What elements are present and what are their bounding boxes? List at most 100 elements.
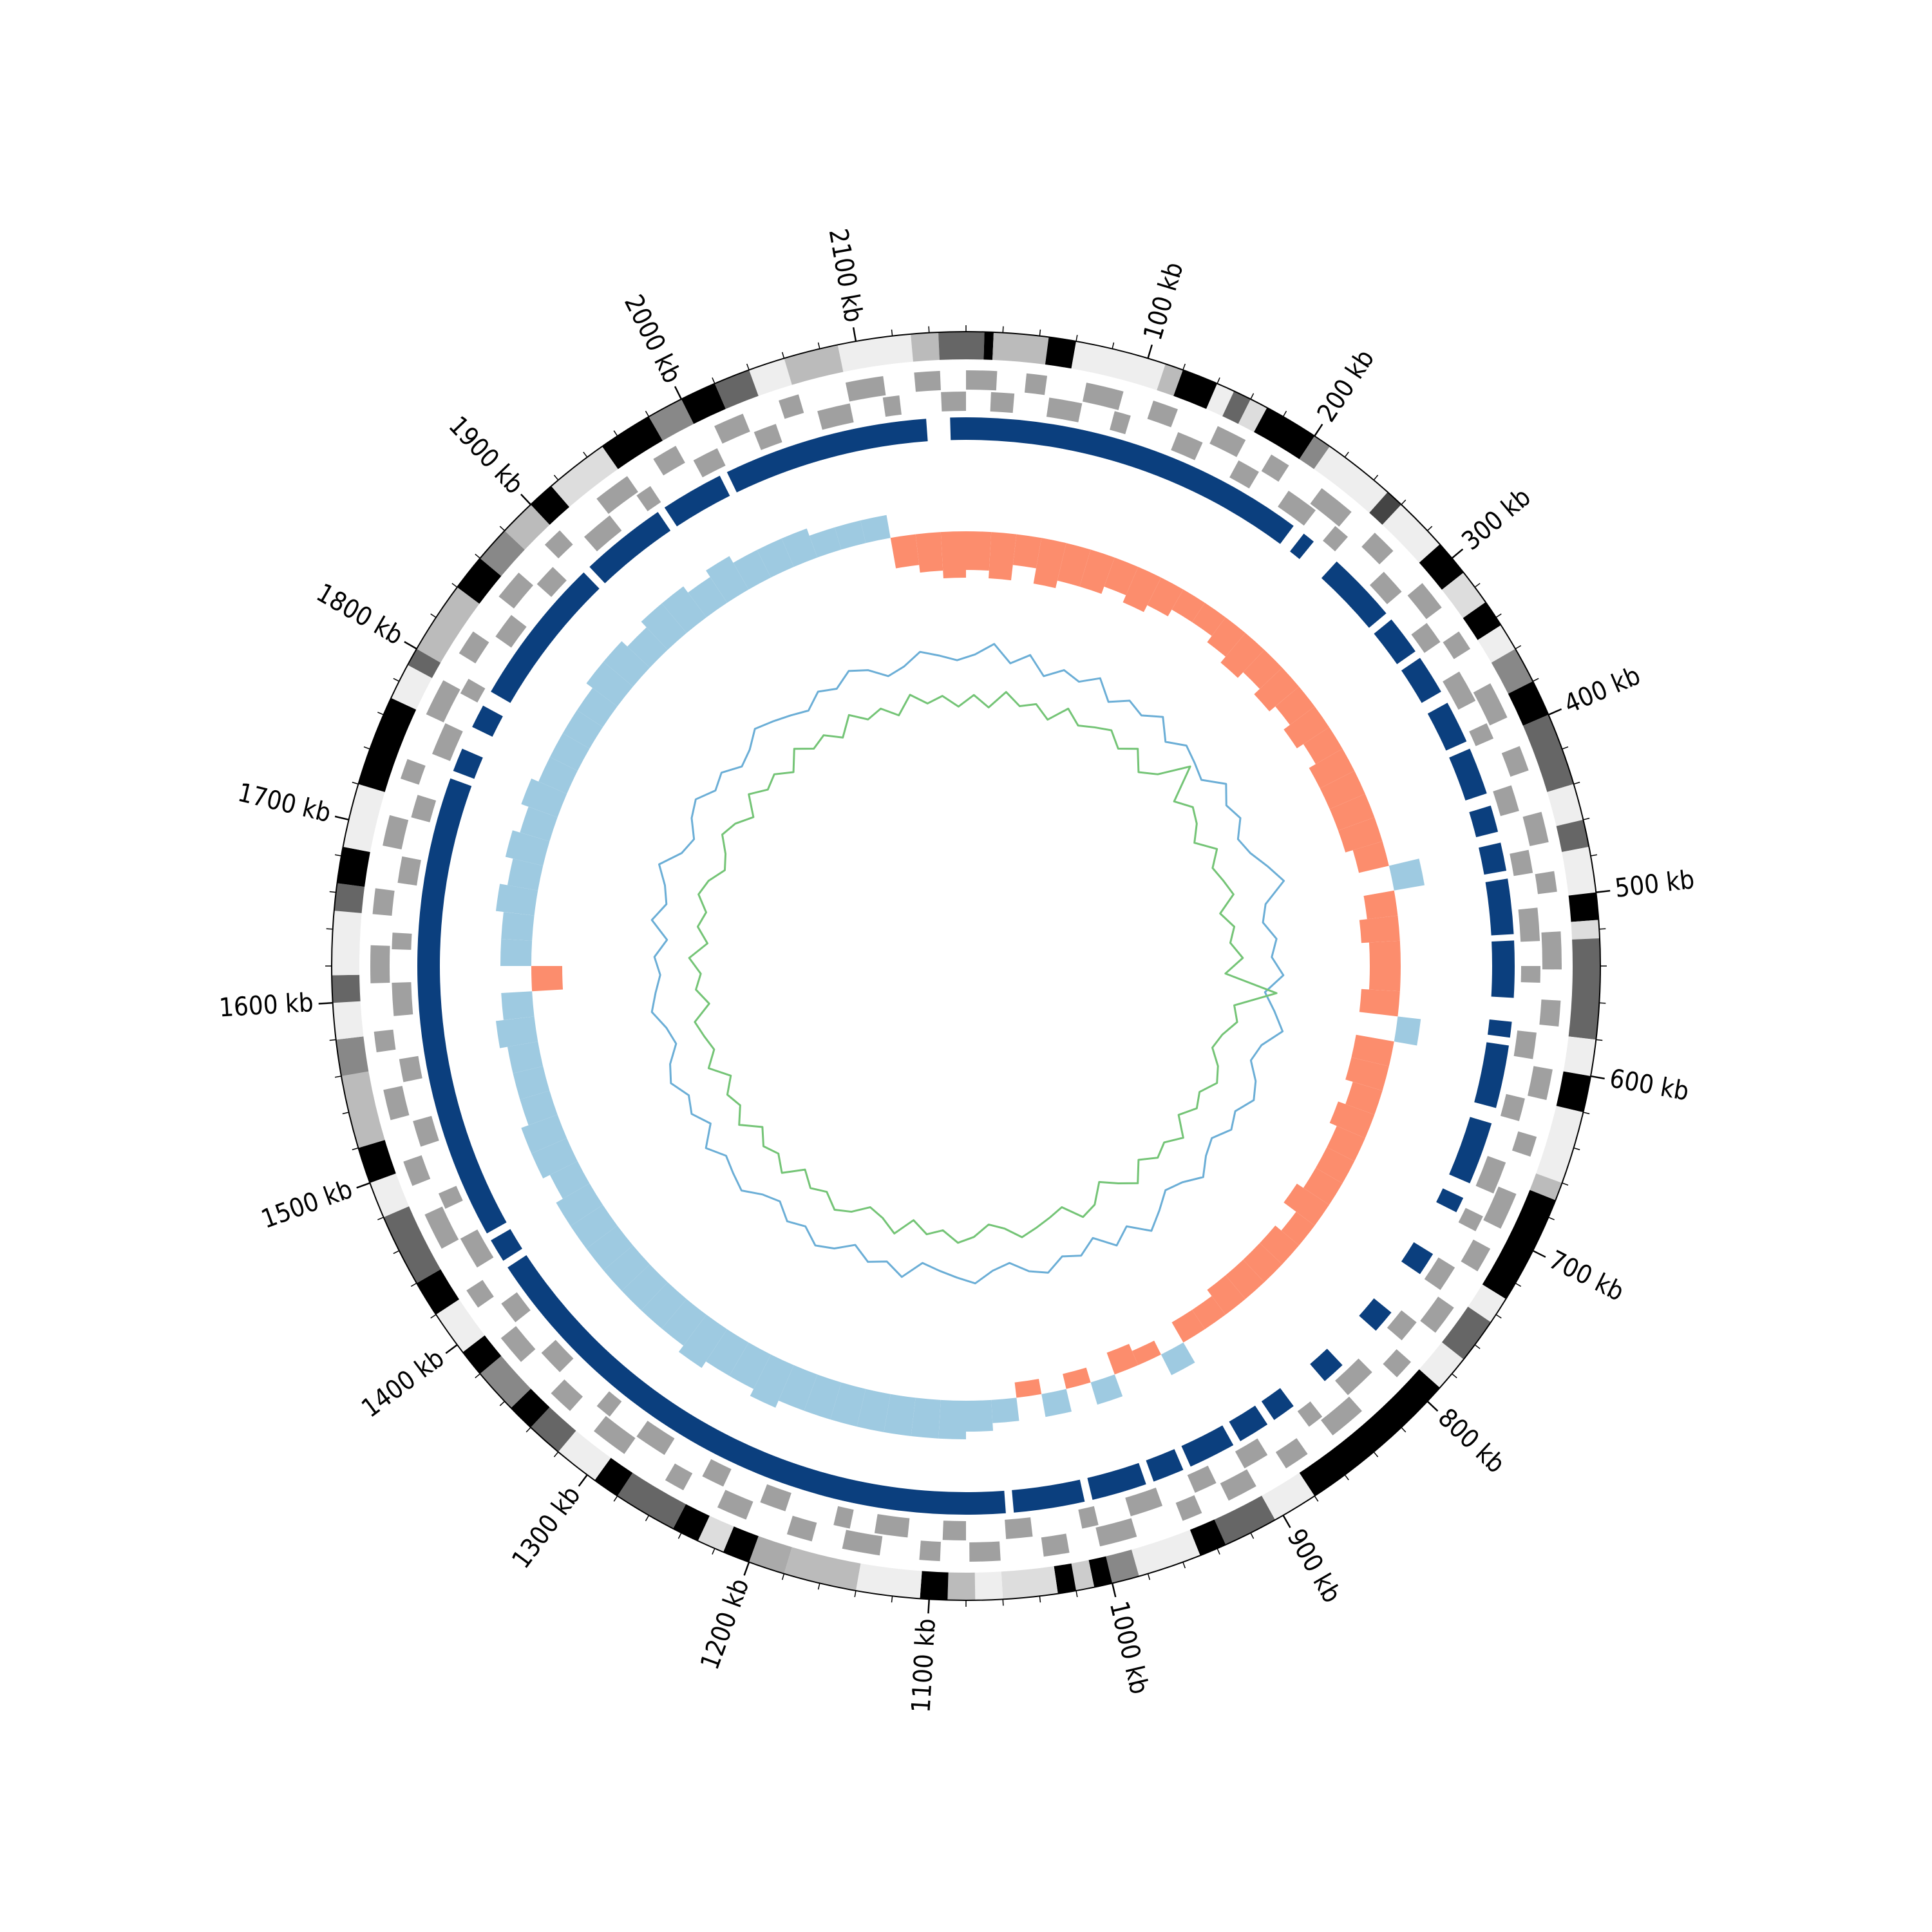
minor-tick	[393, 677, 400, 682]
ideogram-band	[1001, 1566, 1058, 1600]
minor-tick	[1401, 499, 1406, 506]
major-tick	[1532, 1249, 1546, 1258]
gene	[1475, 1155, 1506, 1194]
gc-skew-bar	[586, 661, 633, 706]
gc-skew-bar	[729, 1342, 772, 1389]
gc-skew-bar	[1171, 589, 1205, 623]
ideogram-band	[1157, 363, 1183, 396]
minor-tick	[526, 1426, 531, 1433]
gene	[1535, 871, 1557, 895]
ideogram-band	[334, 883, 365, 913]
alignment-block	[950, 417, 966, 440]
ideogram-band	[1045, 337, 1077, 369]
gene	[1095, 1518, 1137, 1547]
minor-tick	[1039, 1596, 1041, 1603]
minor-tick	[1217, 377, 1220, 384]
ideogram-band	[1369, 492, 1401, 525]
alignment-block	[1261, 1388, 1294, 1420]
gene	[636, 486, 661, 511]
ideogram-band	[749, 358, 792, 396]
gene	[636, 1421, 675, 1455]
gene	[1147, 400, 1178, 428]
ideogram-band	[336, 1036, 369, 1077]
gc-skew-bar	[991, 1397, 1019, 1423]
gene	[833, 1506, 854, 1529]
minor-tick	[1596, 1039, 1603, 1041]
gc-skew-bar	[1368, 940, 1401, 966]
ideogram-band	[1482, 1189, 1556, 1300]
minor-tick	[1182, 363, 1186, 370]
gene	[1275, 1438, 1308, 1469]
major-tick	[1596, 889, 1611, 893]
gc-skew-bar	[890, 534, 920, 569]
gc-skew-bar	[1014, 1379, 1042, 1398]
alignment-block	[1401, 1242, 1434, 1274]
ideogram-band	[837, 334, 913, 372]
minor-tick	[1562, 746, 1569, 750]
gene	[541, 1340, 574, 1372]
ideogram-band	[1477, 625, 1516, 663]
gc-skew-bar	[641, 603, 687, 650]
gc-skew-bar	[501, 912, 535, 941]
gene	[714, 413, 750, 444]
ideogram-band	[983, 332, 994, 360]
gene	[1510, 849, 1533, 876]
gene	[383, 815, 409, 850]
alignment-block	[453, 748, 483, 779]
ideogram-band	[1522, 714, 1574, 792]
major-tick	[404, 641, 417, 650]
ideogram-band	[1563, 1036, 1596, 1077]
major-tick	[1590, 1075, 1605, 1080]
gc-skew-bar	[989, 532, 1017, 581]
gc-skew-bar	[549, 733, 590, 772]
gene	[500, 1326, 536, 1362]
ideogram-band	[784, 345, 844, 385]
gc-skew-bar	[1207, 1275, 1245, 1315]
minor-tick	[1039, 329, 1041, 336]
minor-tick	[430, 1314, 437, 1319]
ideogram-band	[341, 1071, 385, 1148]
ideogram-band	[1568, 938, 1600, 1040]
gc-skew-bar	[915, 532, 943, 573]
ideogram-band	[1132, 1530, 1200, 1577]
minor-tick	[1250, 1532, 1255, 1539]
minor-tick	[499, 1401, 506, 1406]
gc-skew-bar	[627, 627, 668, 668]
ideogram-band	[383, 1206, 441, 1283]
minor-tick	[329, 891, 336, 893]
gene	[942, 1520, 966, 1540]
gene	[460, 679, 486, 703]
ideogram-band	[1071, 341, 1166, 390]
minor-tick	[342, 1112, 349, 1115]
gc-skew-bar	[809, 527, 842, 558]
ideogram-band	[358, 697, 417, 792]
alignment-block	[1359, 1298, 1392, 1331]
ideogram-band	[1299, 1369, 1440, 1496]
ideogram-band	[1547, 784, 1584, 826]
gene	[392, 982, 413, 1016]
minor-tick	[393, 1250, 400, 1255]
major-tick	[1314, 423, 1323, 437]
gene	[1361, 533, 1394, 565]
gc-skew-bar	[1207, 617, 1245, 657]
minor-tick	[334, 1075, 342, 1078]
minor-tick	[817, 1583, 820, 1590]
ideogram-band	[1214, 1495, 1276, 1545]
gc-skew-bar	[520, 806, 558, 842]
minor-tick	[891, 329, 893, 336]
gene	[1424, 1257, 1455, 1291]
gc-skew-bar	[804, 1374, 842, 1420]
gene	[1278, 490, 1316, 526]
minor-tick	[891, 1596, 893, 1603]
minor-tick	[613, 430, 618, 437]
ideogram-band	[938, 332, 966, 360]
minor-tick	[1401, 1426, 1406, 1433]
gene	[1443, 671, 1476, 710]
ideogram-band	[1441, 573, 1486, 618]
minor-tick	[1075, 1590, 1078, 1598]
ideogram-band	[551, 446, 618, 507]
ideogram-band	[370, 1173, 410, 1218]
major-tick	[1451, 548, 1464, 559]
gene	[1369, 571, 1402, 605]
